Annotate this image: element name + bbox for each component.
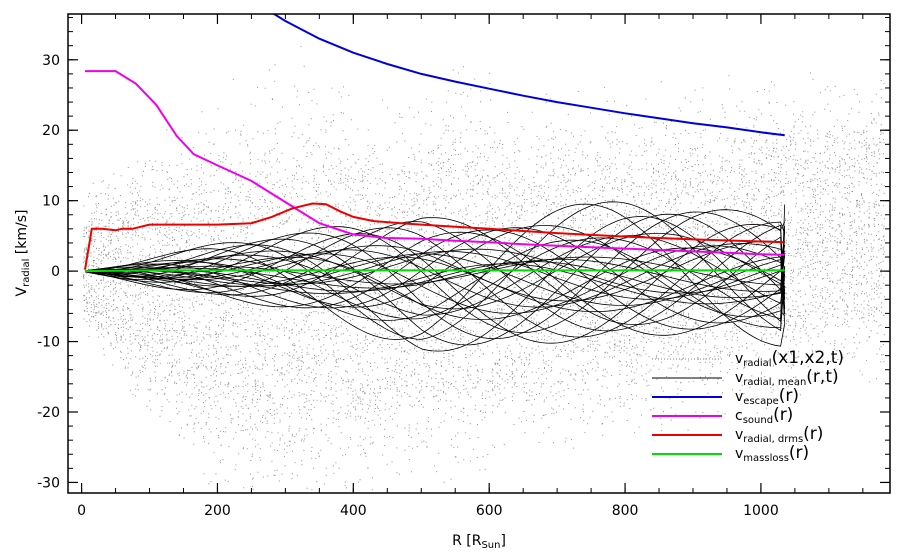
series-line-escape: [272, 14, 785, 137]
mean-profile-line: [84, 240, 786, 314]
x-tick-label: 200: [204, 503, 231, 519]
mean-profile-line: [84, 217, 786, 326]
legend-label-drms: vradial, drms(r): [735, 424, 823, 445]
y-tick-label: -10: [37, 335, 60, 351]
x-tick-label: 600: [476, 503, 503, 519]
legend-label-sound: csound(r): [735, 405, 793, 426]
legend-label-scatter: vradial(x1,x2,t): [735, 348, 844, 369]
mean-profile-line: [84, 231, 786, 336]
series-line-drms: [84, 202, 785, 270]
mean-profile-line: [84, 204, 786, 352]
legend-label-escape: vescape(r): [735, 386, 799, 407]
mean-profile-line: [84, 256, 786, 313]
mean-profile-line: [84, 209, 786, 333]
y-tick-label: 10: [42, 194, 60, 210]
series-line-massloss: [84, 269, 785, 273]
x-tick-label: 0: [77, 503, 86, 519]
scatter-points-layer: [83, 46, 885, 493]
y-axis-label: Vradial [km/s]: [14, 210, 32, 297]
legend-label-mean: vradial, mean(r,t): [735, 367, 839, 388]
axis-ticks: 0 200 400 600 800 1000 -30 -20 -10 0 10 20 30: [37, 14, 890, 519]
mean-profile-line: [84, 232, 786, 310]
mean-profile-line: [84, 225, 786, 330]
mean-profile-line: [84, 213, 786, 346]
mean-profile-line: [84, 225, 786, 318]
legend: vradial(x1,x2,t)vradial, mean(r,t)vescap…: [652, 348, 844, 464]
mean-profile-line: [84, 263, 785, 305]
series-lines-layer: [84, 14, 785, 273]
legend-label-massloss: vmassloss(r): [735, 443, 809, 464]
y-tick-label: -30: [37, 475, 60, 491]
x-axis-label: R [RSun]: [452, 533, 506, 551]
series-line-sound: [85, 70, 785, 256]
mean-profile-line: [84, 201, 786, 340]
y-tick-label: 20: [42, 123, 60, 139]
scatter-points: [83, 46, 885, 493]
y-tick-label: 0: [51, 264, 60, 280]
y-tick-label: -20: [37, 405, 60, 421]
plot-frame: [67, 13, 891, 494]
y-tick-label: 30: [42, 53, 60, 69]
mean-profile-line: [84, 221, 786, 338]
mean-profile-line: [84, 211, 786, 340]
mean-profile-line: [85, 253, 785, 306]
x-tick-label: 400: [340, 503, 367, 519]
mean-profiles-layer: [84, 201, 786, 352]
x-tick-label: 1000: [743, 503, 779, 519]
x-tick-label: 800: [612, 503, 639, 519]
mean-profile-line: [84, 203, 786, 347]
mean-profile-line: [84, 243, 785, 308]
